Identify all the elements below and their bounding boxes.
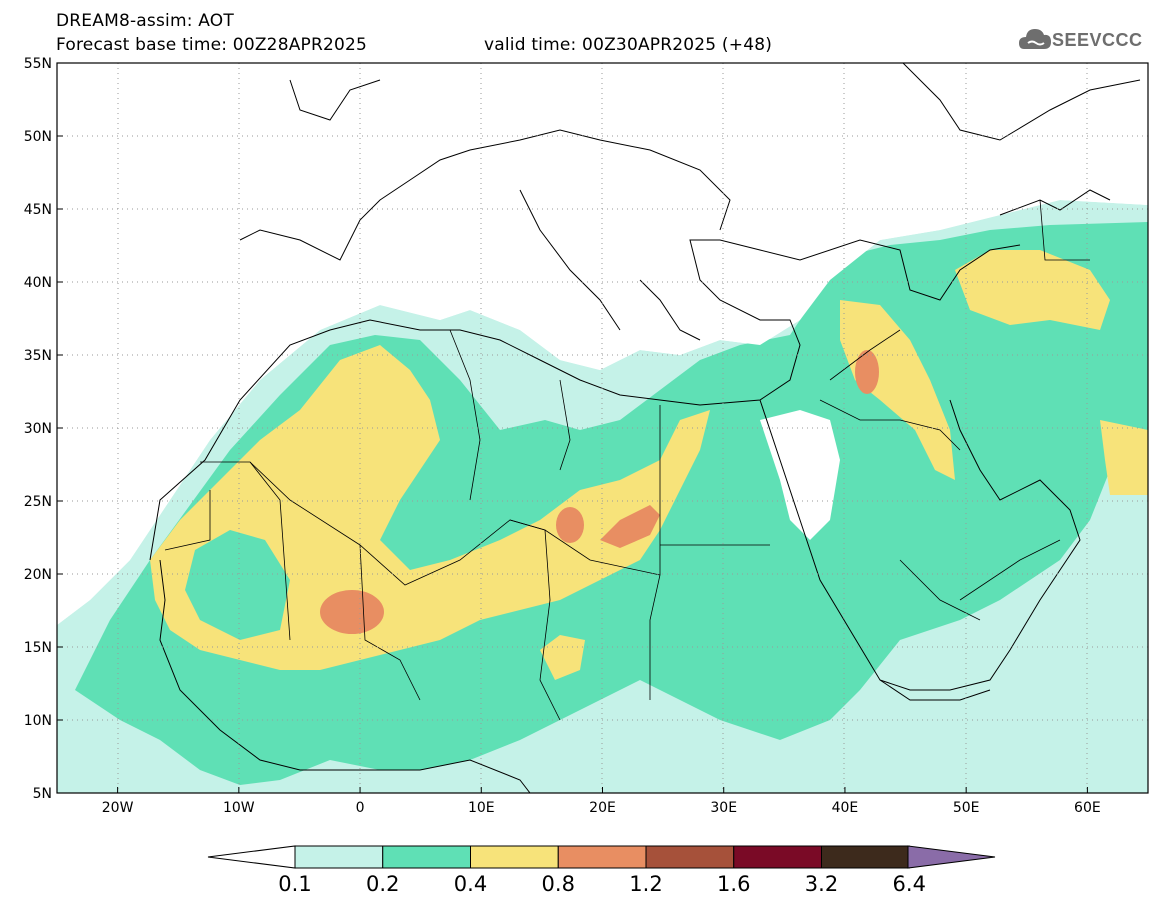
lon-tick-label: 20W [102, 800, 134, 816]
colorbar-box [645, 845, 735, 869]
lat-tick-label: 45N [24, 202, 52, 218]
lat-tick-label: 55N [24, 56, 52, 72]
coastlines [149, 63, 1141, 793]
aot-contour-0.4 [840, 300, 955, 480]
lat-tick-label: 20N [24, 567, 52, 583]
aot-contour-0.4 [1100, 420, 1148, 495]
colorbar-box [382, 845, 471, 869]
lat-tick-label: 35N [24, 348, 52, 364]
lat-tick-label: 50N [24, 129, 52, 145]
logo-text: SEEVCCC [1052, 30, 1143, 50]
lat-tick-label: 40N [24, 275, 52, 291]
lat-tick-label: 15N [24, 640, 52, 656]
lat-tick-label: 5N [33, 786, 52, 802]
colorbar-box [294, 845, 384, 869]
colorbar-label: 6.4 [892, 872, 926, 896]
aot-contour-0.8 [556, 507, 584, 543]
colorbar-label: 1.6 [717, 872, 751, 896]
lon-tick-label: 20E [589, 800, 616, 816]
colorbar-label: 0.2 [366, 872, 400, 896]
colorbar-label: 0.1 [278, 872, 312, 896]
lon-tick-label: 60E [1074, 800, 1101, 816]
lat-tick-label: 10N [24, 713, 52, 729]
map-title: DREAM8-assim: AOT [56, 11, 234, 31]
base-time-label: Forecast base time: 00Z28APR2025 [56, 35, 368, 55]
aot-contour-0.4 [955, 250, 1110, 330]
aot-contour-0.8 [320, 590, 384, 634]
colorbar-over-arrow [907, 845, 996, 869]
lat-tick-label: 25N [24, 494, 52, 510]
colorbar-box [821, 845, 910, 869]
lat-tick-label: 30N [24, 421, 52, 437]
colorbar-label: 0.8 [541, 872, 575, 896]
colorbar-box [557, 845, 647, 869]
colorbar-under-arrow [207, 845, 296, 869]
cloud-icon [1019, 29, 1051, 49]
colorbar [207, 845, 996, 869]
lon-tick-label: 40E [832, 800, 859, 816]
axis-ticks: 20W 10W 0 10E 20E 30E 40E 50E 60E 55N 50N 45N 40N 35N… [24, 56, 1101, 816]
colorbar-label: 3.2 [804, 872, 839, 896]
colorbar-label: 1.2 [629, 872, 663, 896]
aot-contour-0.8 [855, 350, 879, 394]
aot-contour-0.4 [540, 635, 585, 680]
colorbar-label: 0.4 [453, 872, 488, 896]
lon-tick-label: 50E [953, 800, 980, 816]
borders [164, 199, 1090, 721]
lon-tick-label: 30E [710, 800, 737, 816]
valid-time-label: valid time: 00Z30APR2025 (+48) [484, 35, 773, 55]
grid [57, 63, 1148, 793]
aot-contour-0.4 [150, 345, 710, 670]
colorbar-box [733, 845, 822, 869]
aot-contour-0.8 [600, 505, 660, 548]
aot-contour-0.2 [185, 530, 290, 640]
aot-clear-area [760, 410, 840, 540]
colorbar-box [470, 845, 559, 869]
lon-tick-label: 0 [356, 800, 365, 816]
lon-tick-label: 10E [468, 800, 495, 816]
lon-tick-label: 10W [223, 800, 255, 816]
